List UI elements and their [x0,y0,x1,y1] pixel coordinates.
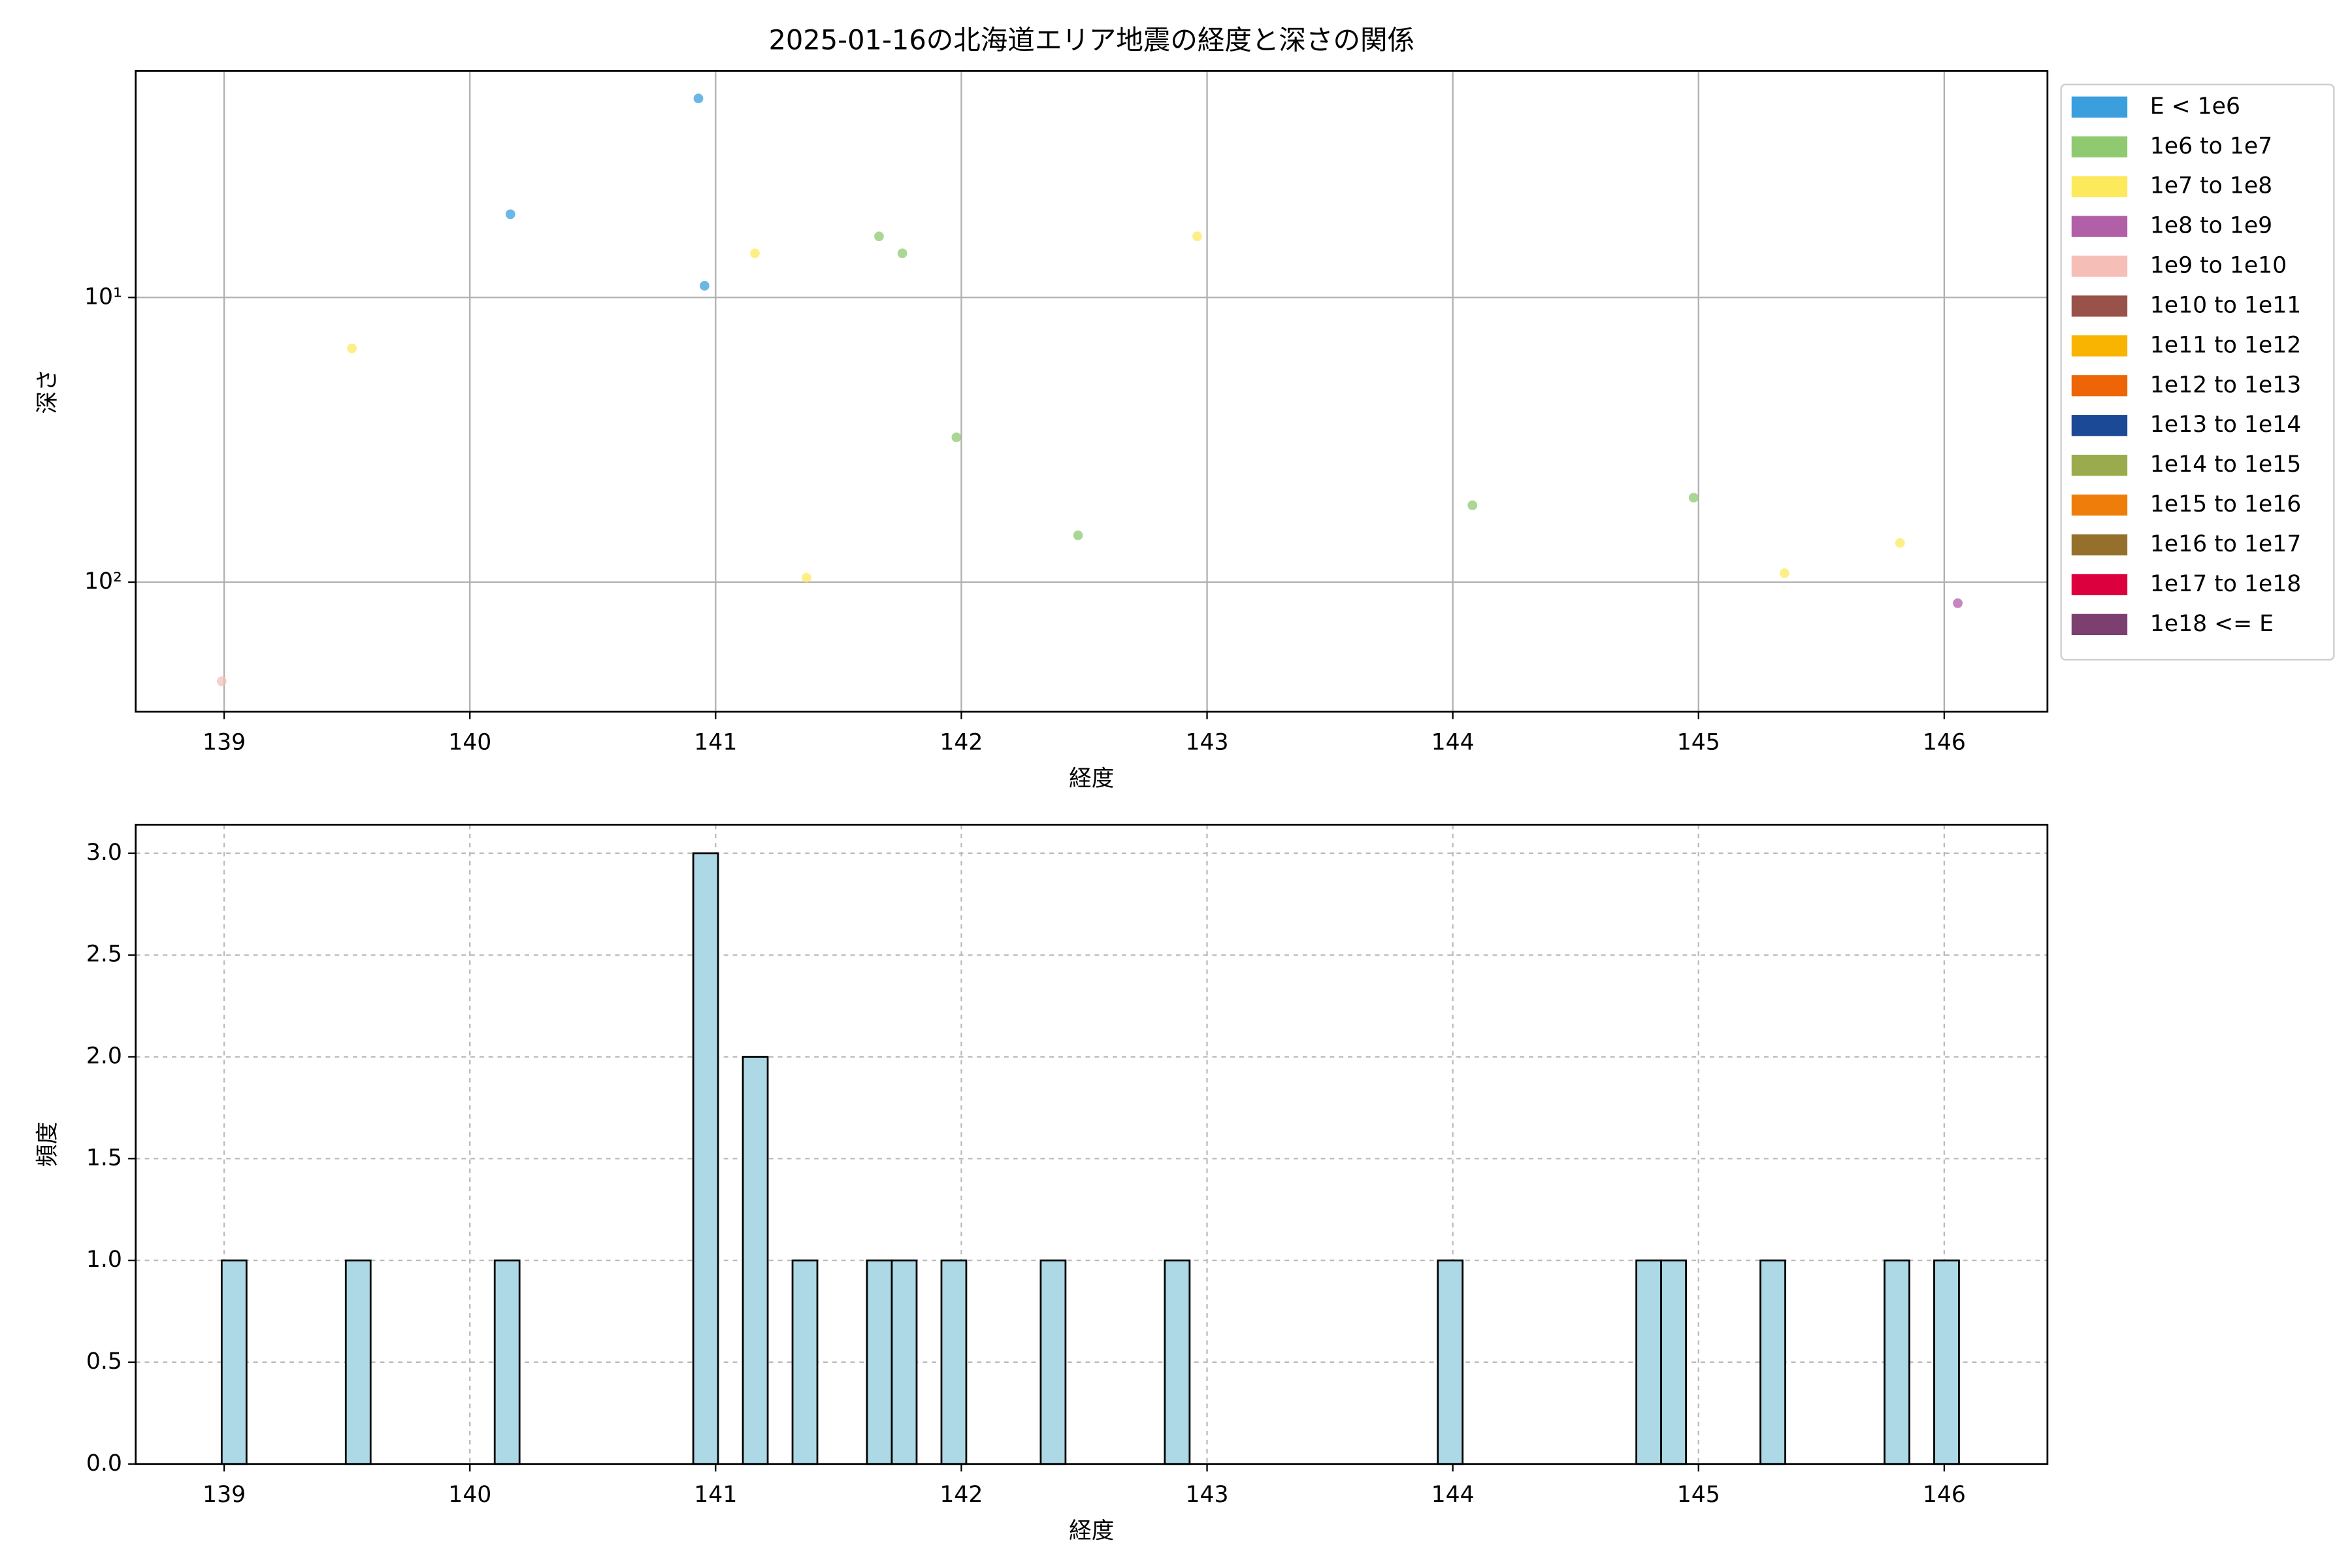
y-tick-label: 2.5 [86,941,122,968]
x-tick-label: 142 [939,1482,983,1508]
y-axis-label: 頻度 [35,1122,61,1167]
y-tick-label: 10¹ [84,284,122,310]
legend-swatch [2071,455,2128,476]
legend-swatch [2071,255,2128,277]
x-tick-label: 140 [448,730,491,756]
histogram-bar [220,1259,248,1465]
x-tick-label: 143 [1186,730,1229,756]
scatter-point [1192,231,1202,242]
scatter-point [216,676,227,687]
legend-label: 1e7 to 1e8 [2150,173,2272,199]
y-tick-label: 0.5 [86,1348,122,1375]
histogram-bar [1884,1259,1910,1465]
scatter-point [1895,538,1905,548]
x-tick-label: 143 [1186,1482,1229,1508]
x-tick-label: 141 [694,730,737,756]
legend-label: 1e6 to 1e7 [2150,133,2272,159]
histogram-bar [692,852,719,1465]
legend-label: 1e16 to 1e17 [2150,531,2301,557]
legend-label: 1e10 to 1e11 [2150,292,2301,318]
x-tick-label: 145 [1677,730,1720,756]
plot-frame [135,823,2049,1465]
histogram-bar [1164,1259,1191,1465]
x-tick-label: 139 [203,730,246,756]
scatter-point [1073,531,1083,540]
legend-label: 1e9 to 1e10 [2150,253,2287,279]
histogram-bar [1635,1259,1662,1465]
scatter-point [874,231,884,242]
chart-title: 2025-01-16の北海道エリア地震の経度と深さの関係 [768,24,1414,56]
legend-swatch [2071,295,2128,317]
histogram-bar [866,1259,893,1465]
y-tick-label: 0.0 [86,1450,122,1477]
legend-box [2060,84,2335,661]
y-tick-label: 2.0 [86,1043,122,1070]
legend-label: 1e17 to 1e18 [2150,571,2301,597]
histogram-bar [493,1259,521,1465]
scatter-point [802,572,811,583]
histogram-bar [791,1259,819,1465]
legend-swatch [2071,96,2128,118]
histogram-bar [1759,1259,1786,1465]
y-axis-label: 深さ [35,368,61,414]
x-tick-label: 142 [939,730,983,756]
x-axis-label: 経度 [1069,1518,1114,1544]
legend-swatch [2071,494,2128,516]
scatter-point [1467,500,1478,510]
y-tick-label: 3.0 [86,840,122,866]
legend-label: 1e12 to 1e13 [2150,372,2301,398]
y-tick-label: 10² [84,568,122,595]
legend-swatch [2071,534,2128,556]
legend-swatch [2071,176,2128,197]
histogram-bar [890,1259,918,1465]
scatter-point [700,281,710,291]
x-tick-label: 146 [1923,730,1966,756]
legend-swatch [2071,613,2128,635]
y-tick-label: 1.0 [86,1247,122,1273]
histogram-bar [1039,1259,1067,1465]
scatter-point [505,209,515,220]
x-tick-label: 139 [203,1482,246,1508]
legend-label: 1e14 to 1e15 [2150,451,2301,478]
x-tick-label: 140 [448,1482,491,1508]
scatter-point [750,248,760,259]
legend-swatch [2071,335,2128,357]
scatter-point [951,433,962,442]
histogram-bar [940,1259,968,1465]
histogram-bar [1437,1259,1464,1465]
x-tick-label: 141 [694,1482,737,1508]
legend-label: 1e18 <= E [2150,611,2274,637]
legend-swatch [2071,136,2128,157]
scatter-point [1953,598,1963,608]
x-tick-label: 144 [1431,1482,1475,1508]
x-tick-label: 146 [1923,1482,1966,1508]
x-tick-label: 144 [1431,730,1475,756]
plot-frame [135,70,2049,713]
histogram-bar [742,1056,769,1465]
legend-swatch [2071,574,2128,596]
legend-label: E < 1e6 [2150,93,2240,120]
legend-swatch [2071,415,2128,436]
legend-label: 1e8 to 1e9 [2150,213,2272,239]
legend-label: 1e15 to 1e16 [2150,491,2301,517]
legend-swatch [2071,216,2128,237]
scatter-point [693,93,704,104]
scatter-point [1780,568,1789,578]
histogram-bar [344,1259,372,1465]
histogram-bar [1660,1259,1687,1465]
y-tick-label: 1.5 [86,1145,122,1171]
scatter-point [347,343,357,353]
legend-label: 1e11 to 1e12 [2150,332,2301,358]
scatter-point [897,248,907,259]
x-tick-label: 145 [1677,1482,1720,1508]
x-axis-label: 経度 [1069,766,1114,792]
histogram-bar [1933,1259,1960,1465]
scatter-point [1688,493,1699,503]
legend-label: 1e13 to 1e14 [2150,412,2301,438]
legend-swatch [2071,375,2128,397]
